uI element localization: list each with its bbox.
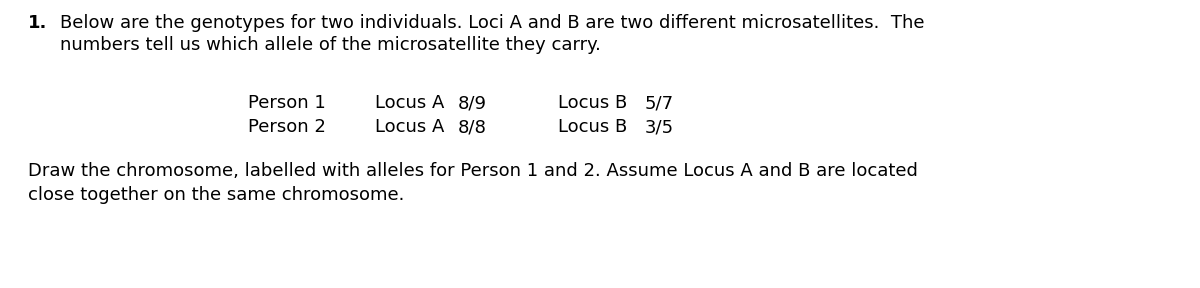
Text: Locus B: Locus B — [558, 118, 628, 136]
Text: 3/5: 3/5 — [646, 118, 674, 136]
Text: Locus B: Locus B — [558, 94, 628, 112]
Text: 5/7: 5/7 — [646, 94, 674, 112]
Text: 8/9: 8/9 — [458, 94, 487, 112]
Text: 8/8: 8/8 — [458, 118, 487, 136]
Text: close together on the same chromosome.: close together on the same chromosome. — [28, 186, 404, 204]
Text: 1.: 1. — [28, 14, 47, 32]
Text: Draw the chromosome, labelled with alleles for Person 1 and 2. Assume Locus A an: Draw the chromosome, labelled with allel… — [28, 162, 918, 180]
Text: Locus A: Locus A — [374, 118, 444, 136]
Text: Below are the genotypes for two individuals. Loci A and B are two different micr: Below are the genotypes for two individu… — [60, 14, 924, 32]
Text: numbers tell us which allele of the microsatellite they carry.: numbers tell us which allele of the micr… — [60, 36, 601, 54]
Text: Locus A: Locus A — [374, 94, 444, 112]
Text: Person 1: Person 1 — [248, 94, 325, 112]
Text: Person 2: Person 2 — [248, 118, 326, 136]
